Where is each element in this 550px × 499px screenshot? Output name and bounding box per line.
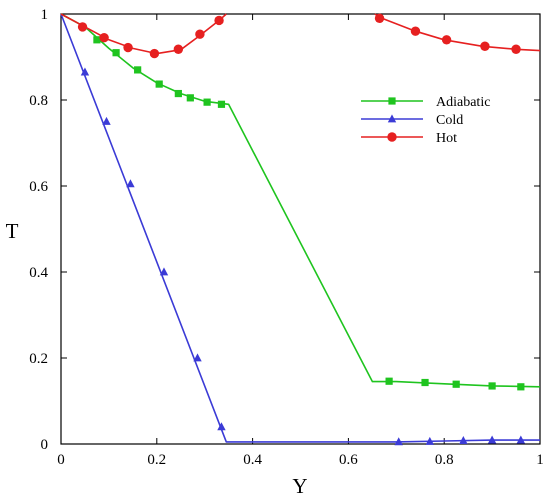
y-tick-label: 0.4 [29,265,48,281]
tick-labels: 0 0.2 0.4 0.6 0.8 1 0 0.2 0.4 0.6 0.8 1 [29,7,544,468]
hot-point [410,26,421,36]
legend-marker-adiabatic [388,97,396,105]
x-tick-label: 1 [536,452,544,468]
cold-line [60,13,540,443]
adiabatic-point [174,89,182,98]
y-tick-label: 0.2 [29,351,48,367]
cold-point [80,67,90,76]
x-tick-label: 0 [57,452,65,468]
cold-series [60,13,540,446]
hot-point [123,42,133,53]
cold-point [217,422,226,431]
adiabatic-point [93,36,101,44]
adiabatic-point [452,380,460,388]
adiabatic-point [186,94,194,102]
cold-point [487,435,497,444]
series-layer [60,13,541,446]
legend-label-cold: Cold [436,113,463,128]
x-axis-label: Y [292,474,307,498]
adiabatic-point [385,377,393,385]
y-axis-label: T [6,219,19,243]
hot-point [77,22,88,32]
hot-point [173,44,184,54]
x-tick-label: 0.8 [435,452,454,468]
adiabatic-point [421,378,429,387]
y-tick-label: 0 [41,437,49,453]
legend-label-hot: Hot [436,131,457,146]
x-tick-label: 0.4 [243,452,262,468]
hot-series [60,13,541,59]
adiabatic-point [203,98,211,106]
y-tick-label: 0.8 [29,93,48,109]
legend-marker-hot [387,132,397,142]
cold-point [459,435,468,444]
x-tick-label: 0.2 [147,452,166,468]
adiabatic-point [217,100,226,108]
x-tick-label: 0.6 [339,452,358,468]
cold-point [193,353,202,362]
legend-label-adiabatic: Adiabatic [436,95,490,110]
adiabatic-point [112,49,120,57]
adiabatic-series [60,13,541,391]
plot-frame [60,13,541,445]
hot-point [374,13,385,23]
hot-point [149,48,160,59]
cold-point [159,267,169,276]
adiabatic-point [488,382,496,390]
legend-marker-cold [387,114,397,123]
adiabatic-point [155,80,163,88]
hot-point [511,44,521,54]
tick-marks [60,13,541,445]
adiabatic-point [517,383,525,391]
hot-point [480,41,490,51]
hot-point [195,29,205,39]
cold-point [102,116,111,125]
hot-point [441,35,452,45]
legend: Adiabatic Cold Hot [361,95,490,146]
adiabatic-point [134,66,142,74]
hot-point [214,15,224,26]
hot-point [99,32,109,43]
y-tick-label: 0.6 [29,179,48,195]
cold-point [516,435,526,444]
cold-point [394,437,403,446]
y-tick-label: 1 [41,7,49,23]
cold-point [126,179,135,188]
cold-point [425,436,435,445]
